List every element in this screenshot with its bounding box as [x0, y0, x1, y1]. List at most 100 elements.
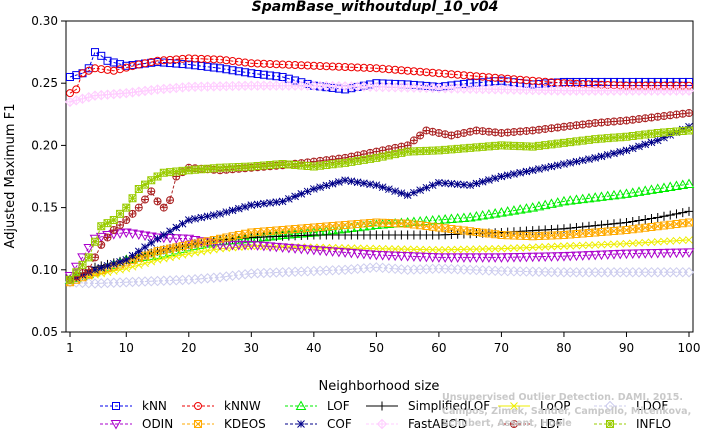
x-axis-label: Neighborhood size [319, 379, 440, 394]
data-point-knn [172, 59, 181, 68]
data-point-lof [527, 202, 539, 212]
data-point-cof [566, 158, 575, 167]
data-point-odin [245, 240, 257, 251]
data-point-knnw [503, 74, 512, 83]
data-point-odin [596, 250, 607, 261]
data-point-loop [610, 240, 618, 249]
data-point-lof [683, 178, 695, 188]
data-point-inflo [634, 131, 643, 140]
data-point-cof [522, 167, 531, 176]
data-point-inflo [328, 160, 337, 169]
legend-item-ldof: LDOF [594, 399, 668, 413]
data-point-knnw [459, 71, 468, 80]
data-point-odin [95, 232, 107, 243]
data-point-loop [166, 253, 174, 262]
data-point-odin [214, 240, 226, 251]
data-point-inflo [97, 222, 106, 231]
data-point-odin [177, 234, 188, 244]
data-point-ldf [84, 265, 93, 274]
data-point-inflo [116, 209, 125, 218]
data-point-cof [560, 160, 568, 168]
data-point-simplifiedlof [640, 215, 650, 225]
data-point-loop [209, 245, 218, 254]
data-point-cof [253, 200, 262, 209]
legend-marker [112, 402, 120, 410]
data-point-loop [447, 245, 456, 254]
data-point-odin [389, 251, 401, 262]
data-point-lof [583, 192, 595, 203]
data-point-odin [258, 241, 270, 252]
data-point-loop [491, 244, 500, 253]
data-point-simplifiedlof [671, 209, 681, 219]
data-point-lof [521, 203, 532, 213]
data-point-lof [539, 199, 551, 210]
data-point-odin [458, 253, 470, 263]
data-point-inflo [334, 159, 343, 168]
data-point-knnw [397, 66, 406, 75]
series-odin [64, 228, 695, 282]
data-point-inflo [322, 161, 331, 170]
data-point-loop [441, 245, 450, 254]
data-point-loop [603, 240, 612, 249]
data-point-knnw [341, 63, 350, 72]
data-point-cof [309, 185, 318, 193]
legend-item-loop: LoOP [498, 399, 571, 413]
data-point-knnw [303, 61, 312, 70]
data-point-odin [589, 250, 601, 261]
data-point-knnw [359, 63, 368, 72]
data-point-lof [677, 179, 689, 189]
y-axis-label: Adjusted Maximum F1 [3, 104, 18, 249]
data-point-cof [328, 179, 337, 188]
data-point-knnw [484, 73, 493, 82]
data-point-lof [408, 216, 420, 227]
data-point-odin [521, 252, 532, 263]
data-point-lof [496, 207, 507, 217]
data-point-cof [391, 187, 399, 196]
data-point-inflo [122, 203, 131, 212]
data-point-odin [602, 250, 614, 260]
data-point-knnw [159, 56, 168, 65]
data-point-lof [427, 215, 439, 225]
data-point-knn [628, 77, 637, 86]
data-point-odin [508, 253, 520, 263]
data-point-knn [66, 72, 74, 81]
data-point-cof [478, 177, 487, 186]
data-point-knnw [234, 57, 243, 66]
data-point-cof [528, 166, 537, 175]
data-point-odin [577, 251, 589, 261]
data-point-ldf [422, 126, 431, 135]
x-tick-label: 90 [619, 341, 634, 355]
data-point-loop [566, 242, 575, 250]
data-point-lof [658, 182, 670, 192]
data-point-odin [152, 233, 163, 243]
data-point-odin [302, 245, 313, 255]
data-point-odin [283, 243, 295, 254]
data-point-cof [284, 195, 293, 203]
data-point-knnw [372, 64, 381, 73]
legend-label: LDF [540, 417, 563, 431]
data-point-cof [228, 206, 237, 215]
data-point-knnw [422, 68, 431, 77]
data-point-odin [320, 246, 332, 257]
series-line-ldf [69, 112, 690, 281]
data-point-cof [241, 203, 249, 211]
data-point-inflo [647, 129, 656, 138]
data-point-cof [578, 156, 587, 165]
data-point-cof [397, 189, 406, 198]
data-point-ldf [416, 131, 425, 140]
data-point-inflo [372, 153, 381, 162]
data-point-knnw [391, 65, 400, 74]
data-point-lof [552, 197, 564, 207]
legend-marker [110, 420, 122, 430]
data-point-knnw [209, 55, 218, 64]
data-point-inflo [309, 162, 318, 171]
data-point-simplifiedlof [665, 210, 675, 220]
data-point-odin [195, 237, 207, 247]
data-point-inflo [347, 157, 356, 166]
data-point-odin [471, 253, 482, 263]
data-point-odin [564, 251, 576, 262]
data-point-knnw [147, 58, 156, 67]
axis-layer: 1 10 20 30 40 50 60 70 80 90 100 0.05 0.10 0.15 0.20 0.… [31, 14, 700, 355]
x-tick-label: 10 [119, 341, 134, 355]
